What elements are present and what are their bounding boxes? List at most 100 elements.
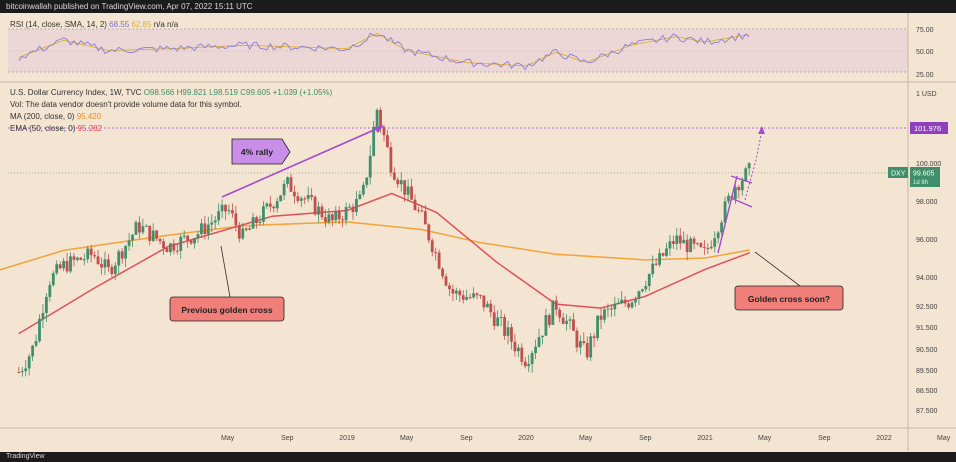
candle-body <box>120 251 124 259</box>
time-tick: 2021 <box>697 435 713 442</box>
candle-body <box>592 336 596 339</box>
candle-body <box>172 243 176 251</box>
candle-body <box>699 243 703 248</box>
candle-body <box>554 300 558 310</box>
candle-body <box>361 184 365 195</box>
candle-body <box>534 346 537 354</box>
candle-body <box>375 109 379 127</box>
target-price-badge <box>910 122 948 134</box>
time-tick: May <box>937 435 951 442</box>
candle-body <box>485 303 489 308</box>
candle-body <box>537 337 541 347</box>
candle-body <box>678 235 682 244</box>
candle-body <box>630 302 634 308</box>
flag-bottom <box>730 197 753 208</box>
cross-soon-pointer <box>754 251 801 287</box>
candle-body <box>733 186 737 199</box>
time-tick: Sep <box>460 435 473 442</box>
candle-body <box>472 293 475 298</box>
candle-body <box>368 155 372 178</box>
candle-body <box>244 228 248 230</box>
legend: U.S. Dollar Currency Index, 1W, TVC O98.… <box>10 88 333 133</box>
rsi-tick-50: 50.00 <box>916 49 934 56</box>
candle-body <box>327 214 331 223</box>
candle-body <box>499 317 503 319</box>
candle-body <box>568 319 572 321</box>
candle-body <box>51 273 55 286</box>
candle-body <box>451 289 455 294</box>
candle-body <box>647 274 651 286</box>
candle-body <box>599 315 603 320</box>
candle-body <box>706 247 710 249</box>
candle-body <box>613 303 617 310</box>
rally-callout-shape <box>231 138 291 165</box>
candle-body <box>544 315 548 336</box>
candle-body <box>413 199 417 211</box>
candle-body <box>186 235 190 241</box>
candle-body <box>310 195 314 197</box>
candle-body <box>551 300 555 325</box>
candle-body <box>582 341 586 344</box>
candle-body <box>716 232 720 239</box>
candle-body <box>165 248 169 253</box>
price-tick: 91.500 <box>916 325 938 332</box>
candle-body <box>547 315 551 325</box>
candle-body <box>20 371 24 373</box>
candle-body <box>513 341 517 352</box>
projection-path <box>744 129 763 201</box>
candle-body <box>89 248 93 256</box>
rsi-sma-line <box>18 33 750 67</box>
candle-body <box>506 327 510 336</box>
candle-body <box>665 248 668 256</box>
candle-body <box>379 109 382 128</box>
price-tick: 92.500 <box>916 304 938 311</box>
time-tick: May <box>579 435 593 442</box>
candle-body <box>479 295 482 297</box>
candle-body <box>148 225 152 241</box>
time-tick: Sep <box>818 435 831 442</box>
candle-body <box>313 196 317 215</box>
candle-body <box>306 195 310 199</box>
candle-body <box>124 245 128 259</box>
candle-body <box>692 238 696 244</box>
candle-body <box>585 343 589 358</box>
candle-body <box>62 260 66 269</box>
candle-body <box>671 241 675 244</box>
candle-body <box>131 234 134 241</box>
rsi-tick-25: 25.00 <box>916 72 934 79</box>
time-tick: May <box>221 435 235 442</box>
candle-body <box>348 206 351 208</box>
candle-body <box>237 225 241 239</box>
candle-body <box>427 224 431 241</box>
candle-body <box>72 256 76 260</box>
candle-body <box>634 298 637 303</box>
candle-body <box>430 240 434 253</box>
candle-body <box>34 341 38 346</box>
time-tick: May <box>758 435 772 442</box>
candle-body <box>200 223 203 235</box>
chart-background <box>0 13 956 451</box>
candle-body <box>406 186 410 195</box>
price-tick: 96.000 <box>916 237 938 244</box>
target-price-label: 101.976 <box>914 124 941 133</box>
candle-body <box>434 252 438 254</box>
candle-body <box>458 290 462 296</box>
price-ticks: 100.000 98.000 96.000 94.000 92.500 91.500 90.… <box>916 161 941 415</box>
candle-body <box>27 356 31 369</box>
price-tick: 100.000 <box>916 161 941 168</box>
time-tick: 2020 <box>518 435 534 442</box>
candle-body <box>685 239 689 253</box>
rsi-line <box>18 32 750 71</box>
candle-body <box>454 290 458 294</box>
candle-body <box>720 222 724 233</box>
candle-body <box>296 196 300 201</box>
legend-ema: EMA (50, close, 0) 95.282 <box>10 124 103 133</box>
candle-body <box>520 347 524 362</box>
candle-body <box>151 230 155 241</box>
candle-body <box>382 127 386 136</box>
candle-body <box>17 372 21 373</box>
previous-cross-pointer <box>220 245 231 298</box>
candle-body <box>541 335 544 338</box>
rsi-label: RSI (14, close, SMA, 14, 2) 68.55 62.85 … <box>10 20 179 29</box>
